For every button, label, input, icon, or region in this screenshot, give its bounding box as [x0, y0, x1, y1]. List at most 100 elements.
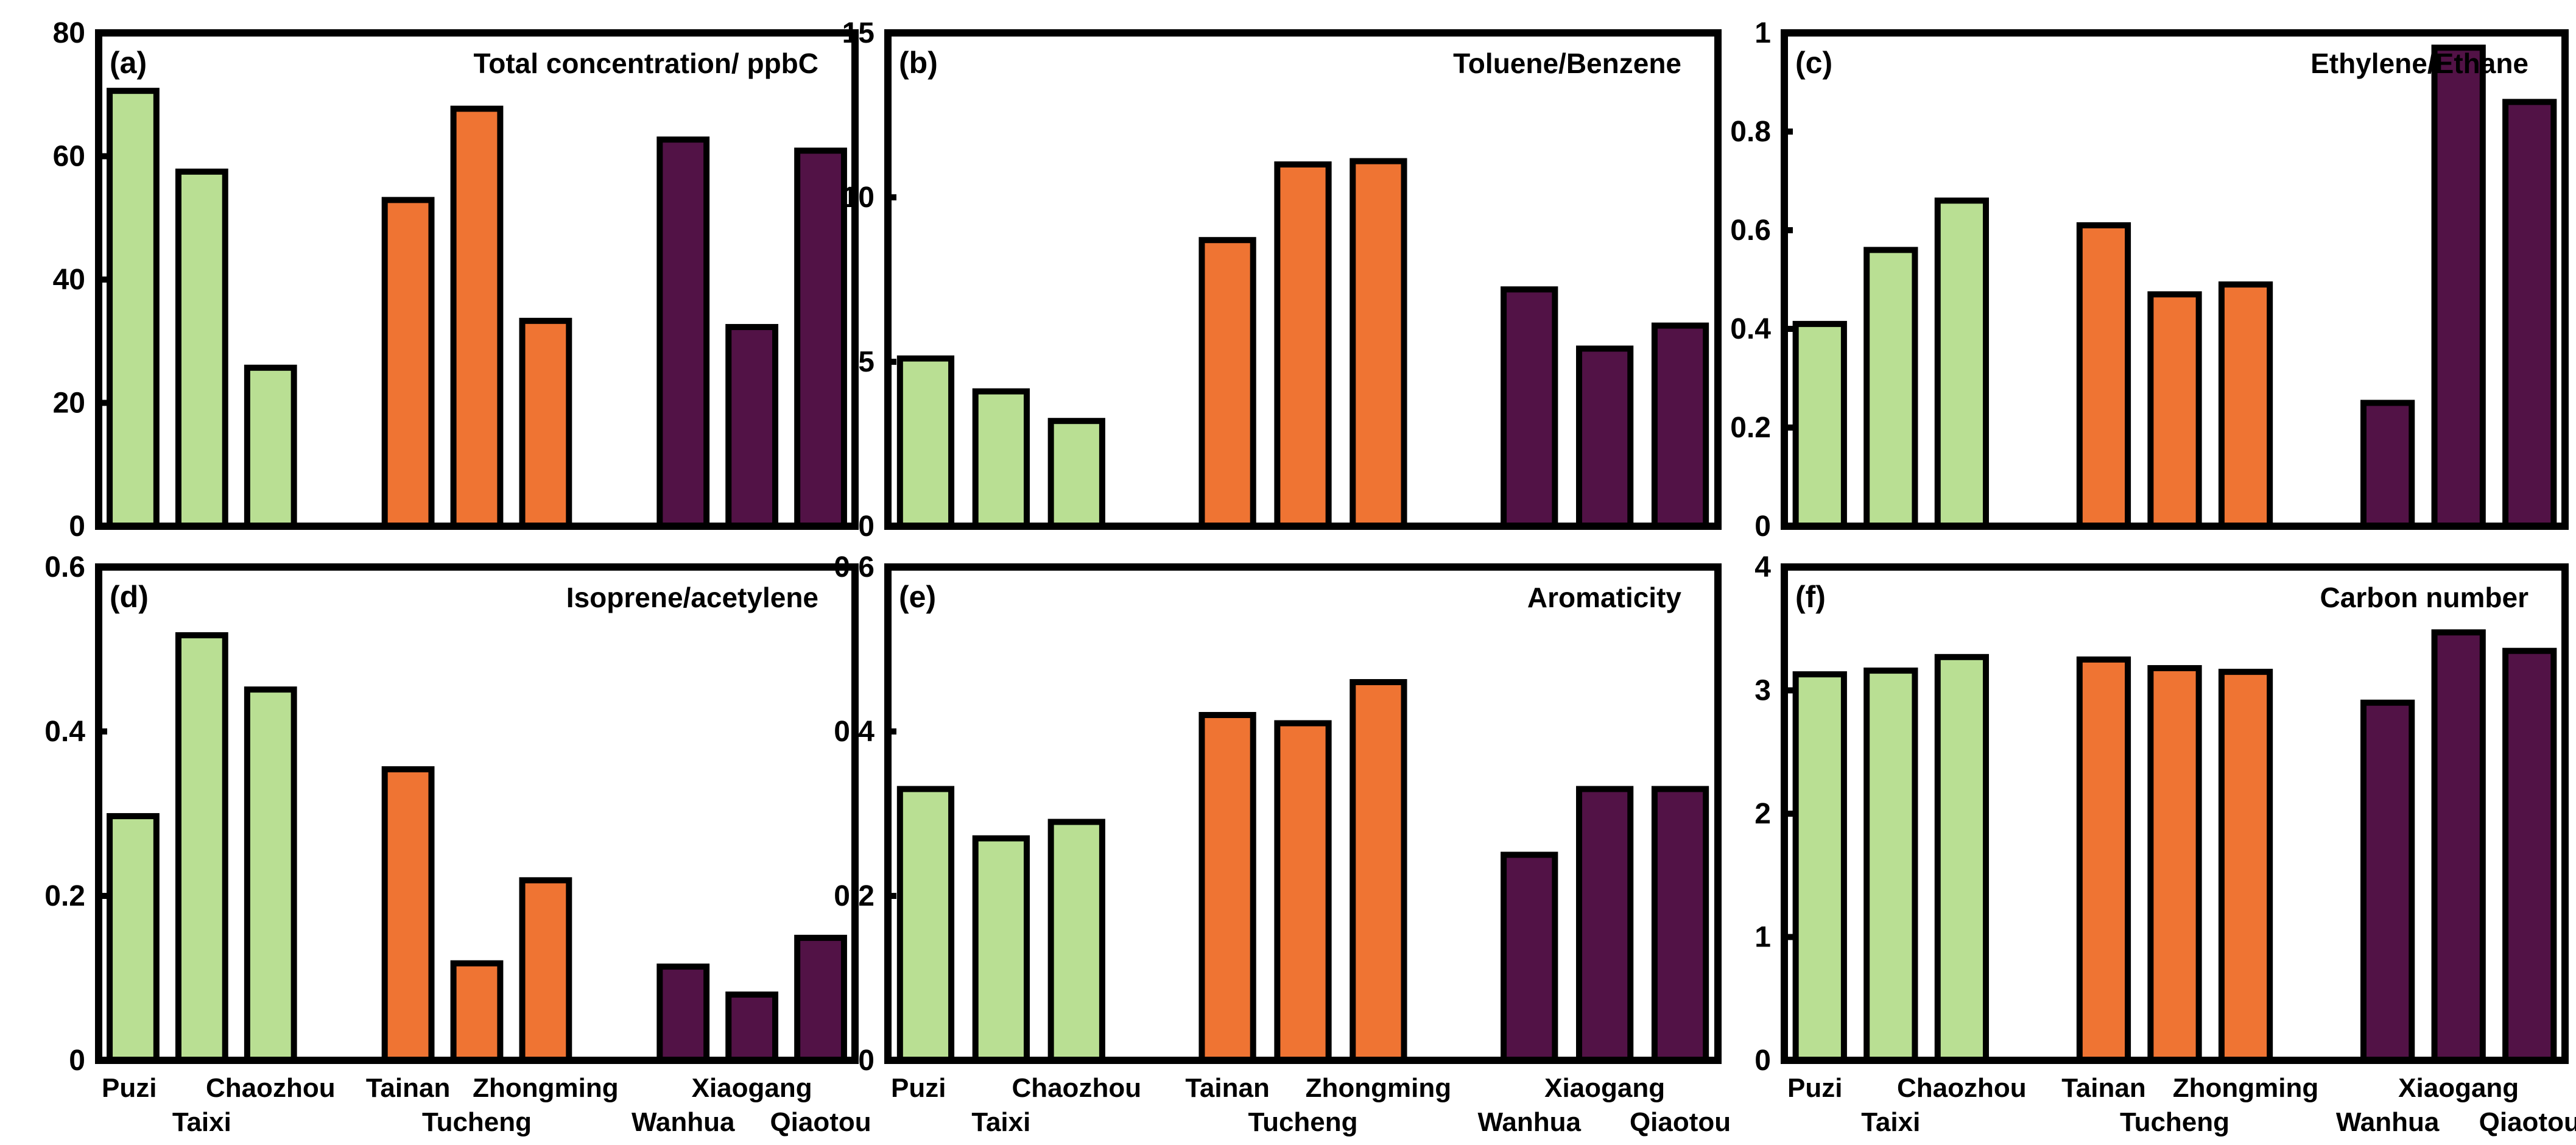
bar-taixi — [1863, 247, 1918, 529]
category-label: Puzi — [102, 1073, 157, 1103]
panel-title: Total concentration/ ppbC — [474, 48, 818, 79]
y-tick-label: 0.4 — [44, 716, 85, 748]
bar-tucheng — [1274, 161, 1332, 529]
panel-title: Isoprene/acetylene — [566, 582, 818, 613]
y-tick-label: 0 — [69, 510, 85, 543]
bar-puzi — [896, 786, 955, 1063]
y-tick-label: 80 — [53, 17, 85, 49]
bar-wanhua — [656, 136, 710, 530]
panel-label: (b) — [899, 46, 938, 80]
category-label: Zhongming — [2173, 1073, 2319, 1103]
bar-tucheng — [2147, 665, 2202, 1064]
category-label: Zhongming — [1306, 1073, 1452, 1103]
bar-chaozhou — [1934, 654, 1989, 1063]
category-label: Xiaogang — [692, 1073, 812, 1103]
bar-qiaotou — [1651, 322, 1709, 529]
bar-wanhua — [2360, 400, 2415, 529]
bar-wanhua — [1501, 286, 1558, 529]
bar-qiaotou — [2502, 647, 2557, 1063]
bar-xiaogang — [725, 323, 779, 530]
bar-taixi — [1863, 668, 1918, 1063]
y-tick-label: 2 — [1754, 798, 1771, 830]
y-tick-label: 40 — [53, 264, 85, 296]
category-label: Tainan — [2061, 1073, 2146, 1103]
bar-puzi — [107, 813, 160, 1064]
plot-frame — [884, 563, 1722, 1064]
panel-label: (f) — [1795, 580, 1826, 614]
bar-qiaotou — [2502, 99, 2557, 529]
y-tick-label: 0.4 — [1730, 313, 1771, 345]
bar-qiaotou — [794, 147, 847, 529]
category-label: Qiaotou — [1630, 1107, 1731, 1137]
y-tick-label: 5 — [858, 346, 875, 378]
bar-chaozhou — [1047, 819, 1105, 1063]
category-label: Xiaogang — [2398, 1073, 2519, 1103]
bar-xiaogang — [2431, 629, 2486, 1063]
y-tick-label: 1 — [1754, 921, 1771, 954]
category-label: Puzi — [891, 1073, 946, 1103]
y-tick-label: 0.8 — [1730, 116, 1771, 148]
category-label: Chaozhou — [206, 1073, 336, 1103]
y-tick-label: 0 — [69, 1045, 85, 1077]
plot-frame — [95, 563, 859, 1064]
category-label: Tainan — [1185, 1073, 1270, 1103]
bar-zhongming — [1350, 679, 1407, 1063]
category-label: Tucheng — [1248, 1107, 1357, 1137]
bar-xiaogang — [2431, 44, 2486, 530]
bar-taixi — [175, 168, 228, 529]
category-label: Tucheng — [2120, 1107, 2229, 1137]
bar-wanhua — [1501, 851, 1558, 1063]
bar-zhongming — [519, 317, 572, 530]
category-label: Zhongming — [473, 1073, 619, 1103]
y-tick-label: 0 — [1754, 510, 1771, 543]
bar-chaozhou — [244, 364, 297, 529]
bar-taixi — [972, 388, 1030, 529]
bar-tainan — [1198, 712, 1256, 1063]
bar-zhongming — [2218, 669, 2273, 1063]
category-label: Qiaotou — [770, 1107, 871, 1137]
bar-zhongming — [2218, 281, 2273, 529]
bar-tucheng — [450, 105, 504, 530]
category-label: Chaozhou — [1012, 1073, 1141, 1103]
y-tick-label: 0.2 — [44, 880, 85, 912]
bar-puzi — [107, 88, 160, 530]
y-tick-label: 10 — [842, 181, 875, 214]
y-tick-label: 20 — [53, 387, 85, 420]
y-tick-label: 0 — [858, 510, 875, 543]
y-tick-label: 0.6 — [834, 551, 875, 583]
category-label: Wanhua — [1477, 1107, 1581, 1137]
y-tick-label: 3 — [1754, 675, 1771, 707]
bar-taixi — [972, 835, 1030, 1063]
bar-xiaogang — [1576, 345, 1634, 530]
bar-wanhua — [2360, 699, 2415, 1063]
bar-chaozhou — [1934, 197, 1989, 529]
bar-xiaogang — [725, 992, 779, 1063]
bar-taixi — [175, 632, 228, 1064]
bar-tucheng — [1274, 720, 1332, 1063]
bar-tucheng — [2147, 291, 2202, 529]
category-label: Qiaotou — [2479, 1107, 2576, 1137]
bar-tucheng — [450, 960, 504, 1063]
y-tick-label: 15 — [842, 17, 875, 49]
bar-tainan — [381, 197, 435, 529]
y-tick-label: 0.6 — [1730, 214, 1771, 247]
category-label: Chaozhou — [1897, 1073, 2027, 1103]
panel-label: (d) — [110, 580, 149, 614]
category-label: Taixi — [172, 1107, 231, 1137]
y-tick-label: 1 — [1754, 17, 1771, 49]
category-label: Xiaogang — [1544, 1073, 1665, 1103]
y-tick-label: 4 — [1754, 551, 1771, 583]
bar-qiaotou — [794, 934, 847, 1063]
panel-label: (c) — [1795, 46, 1832, 80]
panel-title: Toluene/Benzene — [1453, 48, 1681, 79]
bar-puzi — [1792, 671, 1847, 1064]
bar-xiaogang — [1576, 786, 1634, 1063]
category-label: Tucheng — [422, 1107, 532, 1137]
bar-qiaotou — [1651, 786, 1709, 1063]
bar-puzi — [1792, 320, 1847, 530]
category-label: Taixi — [1861, 1107, 1920, 1137]
bar-chaozhou — [1047, 418, 1105, 530]
y-tick-label: 60 — [53, 141, 85, 173]
bar-chaozhou — [244, 686, 297, 1063]
